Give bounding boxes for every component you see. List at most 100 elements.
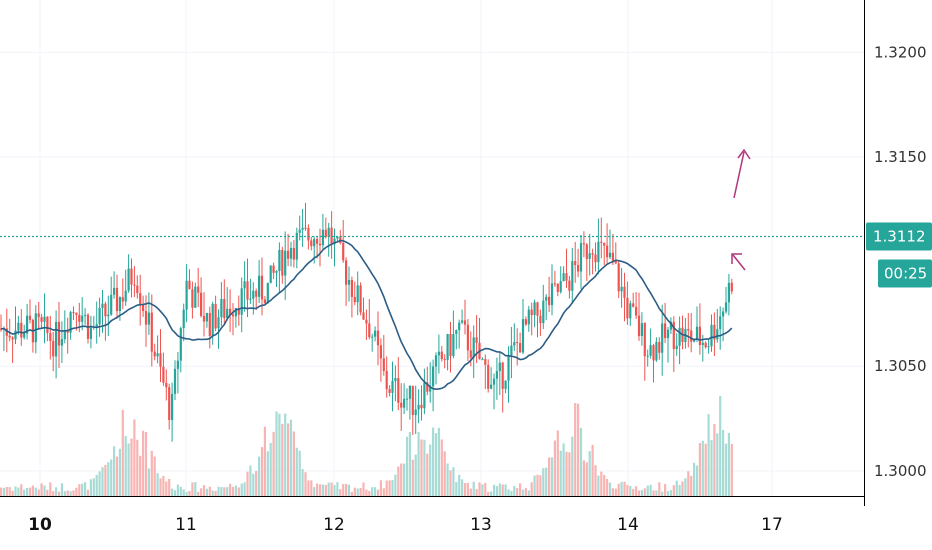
volume-bar <box>368 491 371 496</box>
volume-bar <box>620 481 623 496</box>
candle-body <box>237 307 240 315</box>
volume-bar <box>536 474 539 496</box>
volume-bar <box>205 488 208 496</box>
candle-body <box>524 319 527 325</box>
candle-body <box>611 252 614 261</box>
volume-bar <box>440 439 443 496</box>
volume-bar <box>75 487 78 496</box>
volume-bars <box>0 396 733 496</box>
volume-bar <box>388 480 391 496</box>
candle-body <box>211 303 214 336</box>
countdown-badge-bg <box>878 259 932 288</box>
candle-body <box>55 321 58 357</box>
volume-bar <box>600 471 603 496</box>
volume-bar <box>391 480 394 496</box>
candle-body <box>687 328 690 331</box>
volume-bar <box>208 486 211 496</box>
volume-bar <box>72 490 75 496</box>
volume-bar <box>408 431 411 496</box>
candle-body <box>191 289 194 308</box>
volume-bar <box>727 433 730 496</box>
countdown-label: 00:25 <box>884 264 927 282</box>
volume-bar <box>353 487 356 496</box>
volume-bar <box>5 487 8 496</box>
volume-bar <box>202 485 206 496</box>
volume-bar <box>678 484 681 496</box>
candle-body <box>577 265 580 272</box>
candle-body <box>640 323 643 337</box>
candle-body <box>553 283 556 285</box>
volume-bar <box>443 451 446 496</box>
volume-bar <box>52 491 55 496</box>
volume-bar <box>501 484 504 496</box>
candle-body <box>28 315 32 320</box>
candle-body <box>142 304 145 312</box>
volume-bar <box>185 491 188 496</box>
candle-body <box>440 351 443 360</box>
volume-bar <box>298 450 301 496</box>
volume-bar <box>55 487 58 496</box>
candle-body <box>539 315 542 324</box>
volume-bar <box>104 464 107 496</box>
volume-bar <box>710 440 713 496</box>
volume-bar <box>379 480 382 496</box>
volume-bar <box>115 456 119 496</box>
volume-bar <box>565 451 568 496</box>
candle-body <box>649 345 652 356</box>
candle-body <box>371 336 374 338</box>
x-tick-label: 14 <box>617 515 639 535</box>
candle-body <box>75 312 78 315</box>
volume-bar <box>550 457 554 496</box>
volume-bar <box>307 480 310 496</box>
volume-bar <box>487 491 490 496</box>
volume-bar <box>200 488 203 496</box>
volume-bar <box>191 482 194 496</box>
volume-bar <box>226 487 229 496</box>
candle-body <box>571 261 574 291</box>
volume-bar <box>542 468 545 496</box>
candle-body <box>295 232 298 260</box>
volume-bar <box>194 482 197 496</box>
candle-body <box>591 253 594 255</box>
volume-bar <box>17 487 20 496</box>
candle-body <box>542 300 545 324</box>
time-axis[interactable]: 10 11 12 13 14 17 <box>28 515 783 535</box>
candle-body <box>324 229 327 237</box>
candle-body <box>287 250 290 259</box>
volume-bar <box>37 489 40 496</box>
candle-body <box>608 252 612 258</box>
volume-bar <box>446 463 449 496</box>
candle-body <box>98 307 101 325</box>
candle-body <box>52 340 55 357</box>
volume-bar <box>521 489 525 496</box>
candle-body <box>600 241 603 243</box>
price-axis[interactable]: 1.3200 1.3150 1.3050 1.3000 <box>874 43 927 480</box>
candle-body <box>664 323 667 339</box>
volume-bar <box>162 475 165 496</box>
candle-body <box>635 306 638 316</box>
candle-body <box>388 389 391 393</box>
candle-body <box>533 302 536 316</box>
candle-body <box>614 260 617 264</box>
volume-bar <box>420 439 423 496</box>
y-tick-label: 1.3000 <box>874 462 927 480</box>
volume-bar <box>278 413 281 496</box>
volume-bar <box>95 474 98 496</box>
volume-bar <box>637 490 641 496</box>
candle-body <box>263 299 266 304</box>
candle-body <box>562 273 565 282</box>
volume-bar <box>455 482 458 496</box>
candle-body <box>472 337 475 358</box>
volume-bar <box>339 489 342 496</box>
volume-bar <box>475 489 478 496</box>
candle-body <box>127 268 130 291</box>
candle-body <box>495 371 498 379</box>
candle-body <box>350 279 353 298</box>
candle-body <box>637 315 641 337</box>
candle-body <box>133 284 136 286</box>
candle-body <box>182 309 185 329</box>
candle-body <box>220 298 223 318</box>
current-price-badge-bg <box>866 222 932 251</box>
candle-body <box>179 328 182 361</box>
